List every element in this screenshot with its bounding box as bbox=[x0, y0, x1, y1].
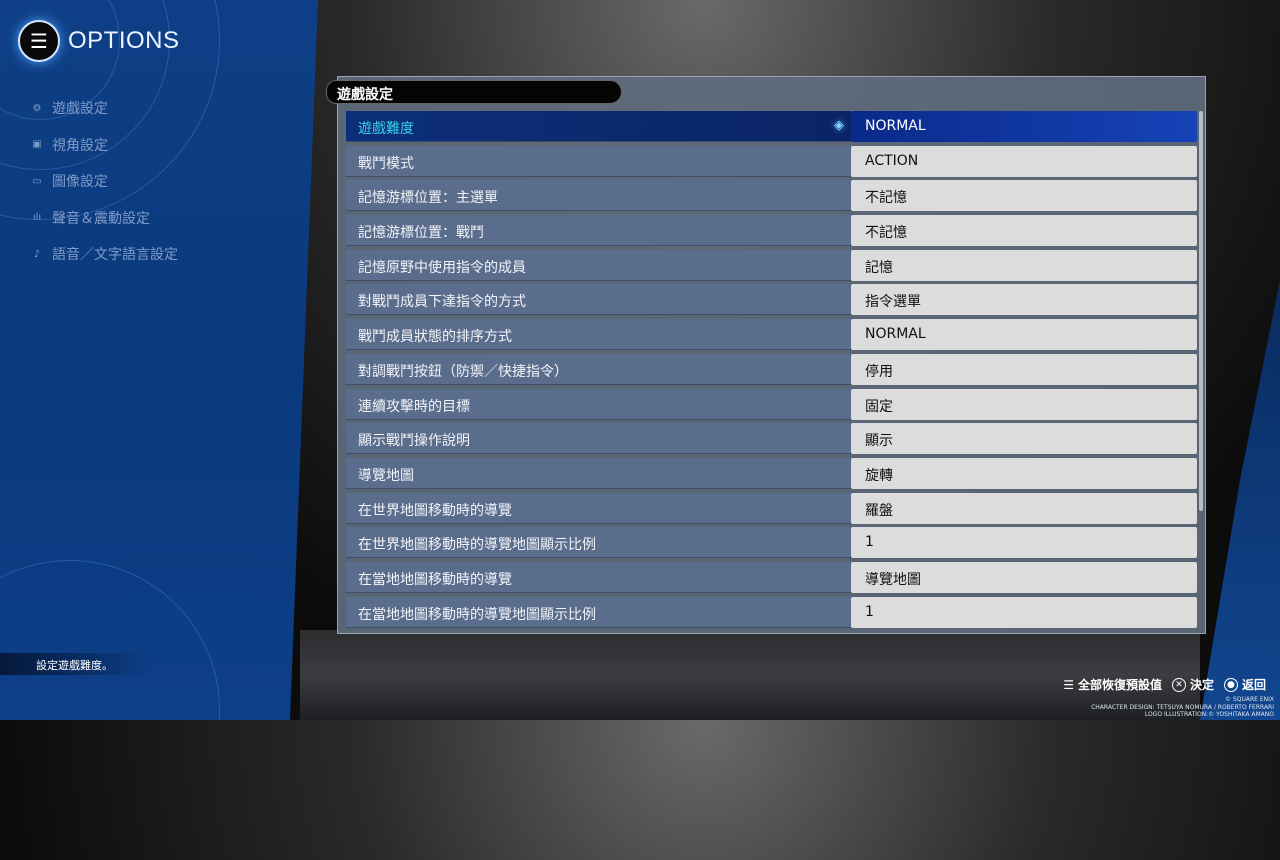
cross-button-icon: ✕ bbox=[1171, 677, 1186, 692]
reset-defaults-button[interactable]: ☰ 全部恢復預設值 bbox=[1063, 677, 1162, 693]
sidebar-item[interactable]: ılı 聲音＆震動設定 bbox=[30, 200, 178, 237]
setting-value[interactable]: 不記憶 bbox=[851, 180, 1197, 212]
circle-button-icon: ● bbox=[1223, 677, 1238, 692]
setting-value[interactable]: 旋轉 bbox=[851, 457, 1197, 489]
setting-value[interactable]: 指令選單 bbox=[851, 284, 1197, 316]
page-title: OPTIONS bbox=[68, 27, 180, 54]
setting-label: 在世界地圖移動時的導覽地圖顯示比例 bbox=[346, 527, 851, 559]
floor-background bbox=[300, 630, 1200, 720]
setting-value[interactable]: 顯示 bbox=[851, 423, 1197, 455]
setting-value[interactable]: 導覽地圖 bbox=[851, 561, 1197, 593]
options-button-icon: ☰ bbox=[1063, 677, 1074, 692]
setting-label: 戰鬥成員狀態的排序方式 bbox=[346, 319, 851, 351]
sound-icon: ılı bbox=[32, 212, 42, 224]
setting-label: 在當地地圖移動時的導覽地圖顯示比例 bbox=[346, 596, 851, 628]
setting-label: 連續攻擊時的目標 bbox=[346, 388, 851, 420]
settings-list: 遊戲難度 ◈ NORMAL 戰鬥模式 ACTION 記憶游標位置：主選單 不記憶 記憶游標位置… bbox=[346, 111, 1197, 631]
setting-value[interactable]: 不記憶 bbox=[851, 215, 1197, 247]
settings-row[interactable]: 連續攻擊時的目標 固定 bbox=[346, 388, 1197, 420]
setting-label: 記憶原野中使用指令的成員 bbox=[346, 249, 851, 281]
sidebar-item-label: 聲音＆震動設定 bbox=[52, 210, 150, 227]
setting-value[interactable]: ACTION bbox=[851, 145, 1197, 177]
sidebar-item[interactable]: ▣ 視角設定 bbox=[30, 127, 178, 164]
settings-row[interactable]: 在當地地圖移動時的導覽 導覽地圖 bbox=[346, 561, 1197, 593]
settings-row[interactable]: 戰鬥模式 ACTION bbox=[346, 145, 1197, 177]
setting-label: 導覽地圖 bbox=[346, 457, 851, 489]
voice-icon: ♪ bbox=[33, 248, 41, 260]
options-header: ☰ OPTIONS bbox=[18, 20, 180, 62]
help-text: 設定遊戲難度。 bbox=[0, 653, 150, 675]
setting-value[interactable]: 停用 bbox=[851, 353, 1197, 385]
sidebar-item[interactable]: ▭ 圖像設定 bbox=[30, 163, 178, 200]
back-button[interactable]: ● 返回 bbox=[1223, 676, 1266, 693]
image-icon: ▭ bbox=[32, 175, 42, 187]
setting-value[interactable]: NORMAL bbox=[851, 319, 1197, 351]
sidebar-menu: ⚙ 遊戲設定 ▣ 視角設定 ▭ 圖像設定 ılı 聲音＆震動設定 ♪ 語音／文字語言設定 bbox=[30, 90, 178, 273]
sliders-icon: ☰ bbox=[18, 20, 60, 62]
setting-label: 在世界地圖移動時的導覽 bbox=[346, 492, 851, 524]
settings-row[interactable]: 對調戰鬥按鈕（防禦／快捷指令） 停用 bbox=[346, 353, 1197, 385]
selection-cursor-icon: ◈ bbox=[834, 118, 844, 133]
button-prompts: ☰ 全部恢復預設值 ✕ 決定 ● 返回 bbox=[1063, 676, 1266, 693]
setting-label: 遊戲難度 bbox=[346, 111, 851, 142]
setting-value[interactable]: 1 bbox=[851, 596, 1197, 628]
setting-label: 對調戰鬥按鈕（防禦／快捷指令） bbox=[346, 353, 851, 385]
sidebar-item[interactable]: ⚙ 遊戲設定 bbox=[30, 90, 178, 127]
settings-row[interactable]: 在世界地圖移動時的導覽 羅盤 bbox=[346, 492, 1197, 524]
sidebar-item-label: 遊戲設定 bbox=[52, 101, 108, 118]
right-decoration bbox=[1200, 280, 1280, 720]
sidebar-item[interactable]: ♪ 語音／文字語言設定 bbox=[30, 236, 178, 273]
copyright: © SQUARE ENIX CHARACTER DESIGN: TETSUYA … bbox=[1091, 696, 1274, 718]
settings-row[interactable]: 記憶原野中使用指令的成員 記憶 bbox=[346, 249, 1197, 281]
setting-label: 在當地地圖移動時的導覽 bbox=[346, 561, 851, 593]
sidebar-item-label: 語音／文字語言設定 bbox=[52, 247, 178, 264]
setting-value[interactable]: NORMAL bbox=[851, 111, 1197, 142]
settings-row[interactable]: 記憶游標位置：戰鬥 不記憶 bbox=[346, 215, 1197, 247]
settings-row[interactable]: 遊戲難度 ◈ NORMAL bbox=[346, 111, 1197, 142]
setting-label: 對戰鬥成員下達指令的方式 bbox=[346, 284, 851, 316]
setting-value[interactable]: 固定 bbox=[851, 388, 1197, 420]
settings-row[interactable]: 顯示戰鬥操作說明 顯示 bbox=[346, 423, 1197, 455]
setting-label: 記憶游標位置：戰鬥 bbox=[346, 215, 851, 247]
sidebar-item-label: 視角設定 bbox=[52, 137, 108, 154]
settings-row[interactable]: 對戰鬥成員下達指令的方式 指令選單 bbox=[346, 284, 1197, 316]
setting-label: 記憶游標位置：主選單 bbox=[346, 180, 851, 212]
setting-label: 顯示戰鬥操作說明 bbox=[346, 423, 851, 455]
left-panel-background bbox=[0, 0, 318, 720]
sidebar-item-label: 圖像設定 bbox=[52, 174, 108, 191]
confirm-button[interactable]: ✕ 決定 bbox=[1171, 676, 1214, 693]
section-tab: 遊戲設定 bbox=[326, 80, 622, 104]
gear-icon: ⚙ bbox=[32, 102, 42, 114]
settings-row[interactable]: 在當地地圖移動時的導覽地圖顯示比例 1 bbox=[346, 596, 1197, 628]
camera-icon: ▣ bbox=[32, 139, 42, 151]
settings-row[interactable]: 記憶游標位置：主選單 不記憶 bbox=[346, 180, 1197, 212]
setting-value[interactable]: 羅盤 bbox=[851, 492, 1197, 524]
setting-value[interactable]: 1 bbox=[851, 527, 1197, 559]
settings-row[interactable]: 在世界地圖移動時的導覽地圖顯示比例 1 bbox=[346, 527, 1197, 559]
settings-row[interactable]: 戰鬥成員狀態的排序方式 NORMAL bbox=[346, 319, 1197, 351]
settings-row[interactable]: 導覽地圖 旋轉 bbox=[346, 457, 1197, 489]
setting-value[interactable]: 記憶 bbox=[851, 249, 1197, 281]
scrollbar[interactable] bbox=[1199, 111, 1203, 511]
setting-label: 戰鬥模式 bbox=[346, 145, 851, 177]
